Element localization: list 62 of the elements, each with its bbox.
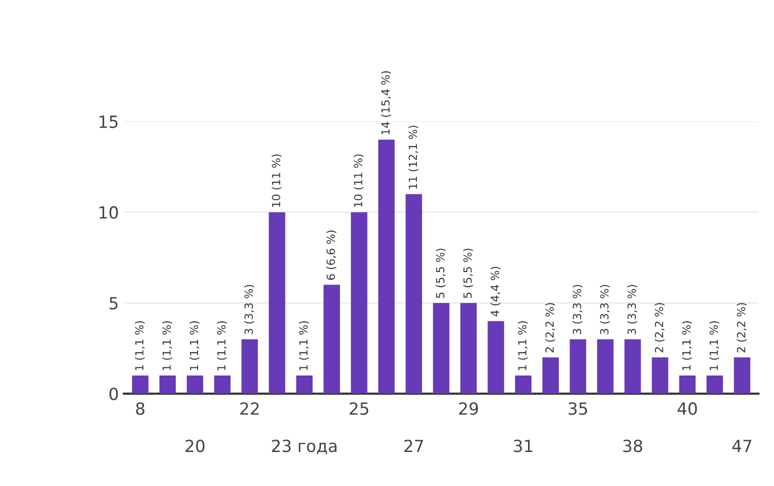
bar [159, 376, 176, 394]
data-label: 6 (6,6 %) [326, 230, 336, 280]
bar [542, 357, 559, 394]
x-tick-label: 31 [514, 440, 532, 452]
data-label: 1 (1,1 %) [162, 321, 172, 370]
x-tick-label: 22 [240, 402, 259, 415]
x-tick-label: 8 [136, 402, 144, 415]
bar [406, 194, 422, 394]
x-tick-label: 35 [568, 402, 588, 415]
bar [597, 339, 614, 394]
data-label: 3 (3,3 %) [244, 284, 254, 334]
data-label: 1 (1,1 %) [216, 321, 227, 370]
data-label: 14 (15,4 %) [381, 71, 391, 134]
bar [706, 376, 723, 394]
bar [624, 339, 641, 394]
x-tick-label: 38 [623, 440, 642, 452]
bar [132, 376, 148, 394]
bar [268, 212, 286, 394]
bar [324, 284, 340, 394]
x-tick-label: 29 [459, 402, 478, 415]
bar [460, 302, 477, 394]
data-label: 1 (1,1 %) [709, 321, 720, 370]
bar [214, 376, 231, 394]
data-label: 2 (2,2 %) [654, 303, 665, 352]
bar [432, 302, 450, 394]
data-label: 1 (1,1 %) [518, 321, 528, 370]
data-label: 3 (3,3 %) [572, 284, 582, 334]
data-label: 10 (11 %) [354, 154, 364, 207]
data-label: 5 (5,5 %) [463, 248, 474, 298]
data-label: 3 (3,3 %) [627, 284, 638, 334]
data-label: 1 (1,1 %) [190, 321, 200, 370]
x-tick-label: 40 [678, 402, 697, 415]
data-label: 4 (4,4 %) [490, 266, 500, 316]
x-tick-label: 25 [350, 402, 368, 415]
data-label: 1 (1,1 %) [682, 321, 692, 370]
x-tick-label: 27 [404, 440, 423, 452]
data-label: 1 (1,1 %) [299, 321, 309, 370]
x-tick-label: 20 [186, 440, 204, 452]
y-tick-label: 15 [100, 116, 118, 128]
bar [515, 376, 532, 394]
bar [652, 357, 668, 394]
data-label: 2 (2,2 %) [736, 303, 747, 352]
data-label: 11 (12,1 %) [408, 126, 418, 189]
bar [296, 376, 313, 394]
x-tick-label: 23 года [272, 440, 336, 454]
bar [186, 376, 204, 394]
data-label: 1 (1,1 %) [134, 321, 145, 370]
data-label: 10 (11 %) [272, 154, 282, 207]
bar [488, 321, 504, 394]
bar [570, 339, 586, 394]
y-tick-label: 0 [109, 388, 118, 400]
data-label: 5 (5,5 %) [436, 248, 446, 298]
y-tick-label: 5 [110, 297, 118, 310]
y-tick-label: 10 [100, 206, 118, 219]
data-label: 2 (2,2 %) [545, 303, 556, 352]
x-tick-label: 47 [732, 440, 752, 452]
bar [679, 376, 696, 394]
bar [241, 339, 258, 394]
data-label: 3 (3,3 %) [600, 284, 610, 334]
bar [378, 140, 395, 394]
bar [350, 212, 368, 394]
bar [734, 357, 750, 394]
